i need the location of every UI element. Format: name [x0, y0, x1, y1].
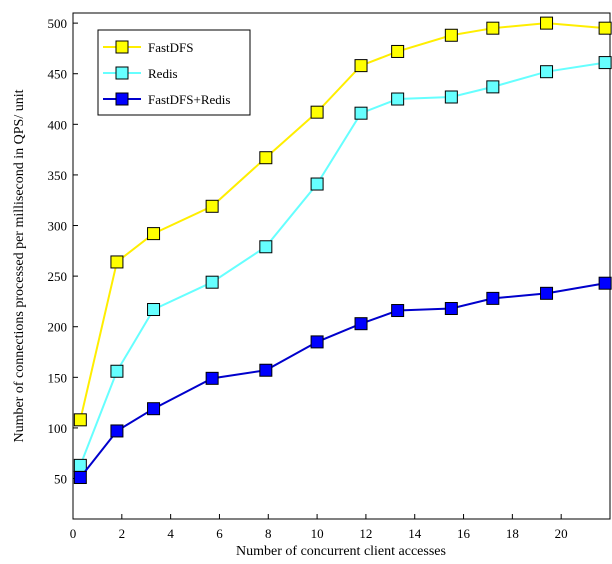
y-tick-label: 400: [48, 117, 68, 132]
x-axis: 0 2 4 6 8 10 12 14 16 18 20: [70, 514, 568, 541]
legend-label-redis: Redis: [148, 66, 178, 81]
legend-marker-fastdfs: [115, 40, 129, 54]
legend-label-fastdfs-redis: FastDFS+Redis: [148, 92, 230, 107]
data-point-fastdfs: [110, 255, 124, 269]
x-tick-label: 10: [311, 526, 324, 541]
data-point-fastdfs: [391, 44, 405, 58]
data-point-fastdfs: [540, 16, 554, 30]
data-point-fastdfs: [205, 199, 219, 213]
data-point-fastdfs: [73, 413, 87, 427]
data-point-fastdfs: [444, 28, 458, 42]
data-point-fastdfs-redis: [391, 304, 405, 318]
y-tick-label: 250: [48, 269, 68, 284]
x-tick-label: 8: [265, 526, 272, 541]
data-point-fastdfs-redis: [205, 371, 219, 385]
legend-marker-redis: [115, 66, 129, 80]
x-tick-label: 18: [506, 526, 519, 541]
series-layer: [73, 16, 612, 485]
data-point-fastdfs-redis: [486, 291, 500, 305]
data-point-redis: [391, 92, 405, 106]
legend: FastDFS Redis FastDFS+Redis: [97, 29, 251, 116]
data-point-fastdfs-redis: [310, 335, 324, 349]
legend-label-fastdfs: FastDFS: [148, 40, 194, 55]
data-point-fastdfs: [354, 59, 368, 73]
plot-frame: [72, 12, 611, 520]
data-point-fastdfs: [486, 21, 500, 35]
data-point-fastdfs-redis: [354, 317, 368, 331]
y-axis: 50 100 150 200 250 300 350 400 450 500: [48, 16, 78, 487]
data-point-fastdfs-redis: [444, 302, 458, 316]
x-tick-label: 16: [457, 526, 471, 541]
data-point-redis: [147, 303, 161, 317]
data-point-redis: [310, 177, 324, 191]
data-point-fastdfs-redis: [540, 286, 554, 300]
y-tick-label: 50: [54, 472, 67, 487]
data-point-redis: [259, 240, 273, 254]
data-point-redis: [354, 106, 368, 120]
data-point-fastdfs-redis: [598, 276, 612, 290]
y-tick-label: 350: [48, 168, 68, 183]
y-axis-title: Number of connections processed per mill…: [12, 89, 27, 442]
data-point-redis: [540, 65, 554, 79]
data-point-redis: [598, 56, 612, 70]
data-point-redis: [444, 90, 458, 104]
data-point-fastdfs-redis: [73, 471, 87, 485]
x-tick-label: 4: [167, 526, 174, 541]
y-tick-label: 150: [48, 370, 68, 385]
x-tick-label: 12: [359, 526, 372, 541]
y-tick-label: 500: [48, 16, 68, 31]
data-point-fastdfs: [259, 151, 273, 165]
data-point-fastdfs-redis: [147, 402, 161, 416]
data-point-redis: [110, 364, 124, 378]
legend-marker-fastdfs-redis: [115, 92, 129, 106]
data-point-redis: [486, 80, 500, 94]
data-point-redis: [205, 275, 219, 289]
x-tick-label: 20: [555, 526, 568, 541]
data-point-fastdfs: [310, 105, 324, 119]
data-point-fastdfs-redis: [259, 363, 273, 377]
y-tick-label: 450: [48, 67, 68, 82]
x-axis-title: Number of concurrent client accesses: [236, 544, 446, 559]
data-point-fastdfs: [598, 21, 612, 35]
data-point-redis: [73, 458, 87, 472]
x-tick-label: 0: [70, 526, 77, 541]
y-tick-label: 300: [48, 219, 68, 234]
x-tick-label: 14: [408, 526, 422, 541]
series-line-redis: [79, 61, 606, 466]
x-tick-label: 2: [119, 526, 126, 541]
data-point-fastdfs-redis: [110, 424, 124, 438]
data-point-fastdfs: [147, 227, 161, 241]
x-tick-label: 6: [216, 526, 223, 541]
y-tick-label: 200: [48, 320, 68, 335]
y-tick-label: 100: [48, 421, 68, 436]
